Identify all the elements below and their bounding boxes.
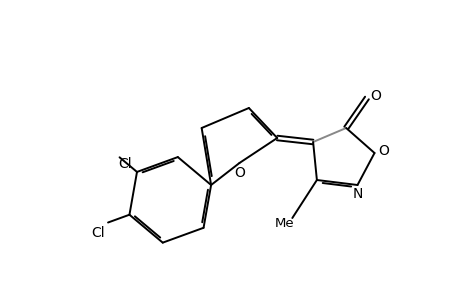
Text: O: O (369, 89, 380, 103)
Text: O: O (234, 166, 244, 180)
Text: Cl: Cl (91, 226, 104, 240)
Text: Cl: Cl (118, 157, 131, 170)
Text: N: N (352, 187, 362, 201)
Text: Me: Me (274, 217, 293, 230)
Text: O: O (378, 144, 388, 158)
